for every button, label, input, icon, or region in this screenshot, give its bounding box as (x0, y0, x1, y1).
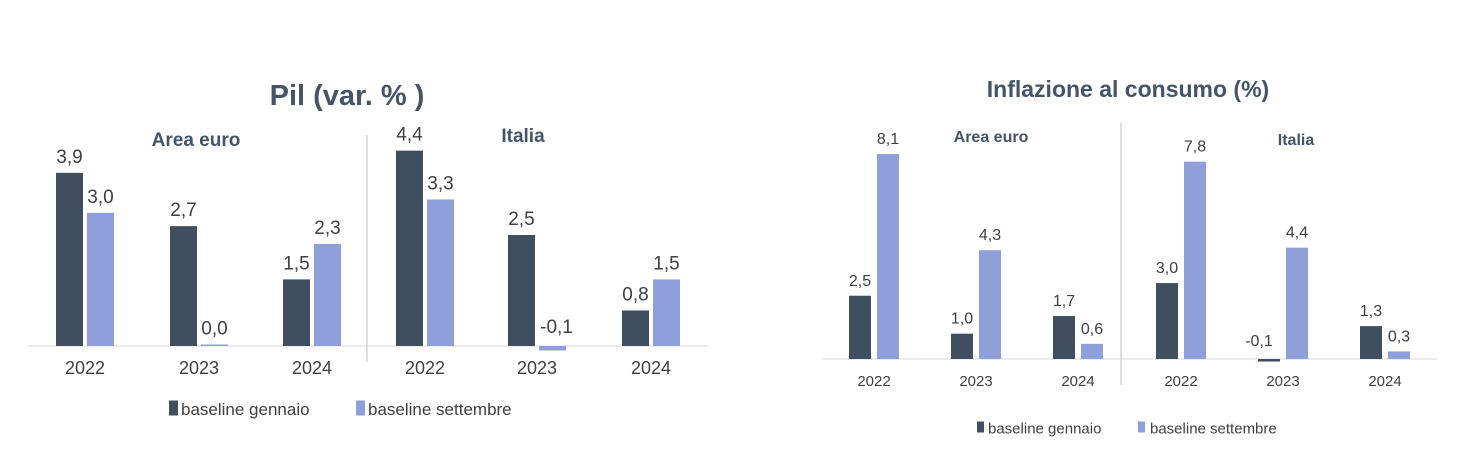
bar-gennaio (622, 310, 649, 346)
x-tick-label: 2022 (65, 358, 105, 378)
data-label: 1,5 (653, 253, 679, 274)
bar-gennaio (283, 279, 310, 346)
bar-settembre (979, 250, 1001, 359)
panel-label: Area euro (954, 129, 1029, 146)
legend-label: baseline settembre (368, 400, 512, 419)
bar-settembre (539, 346, 566, 351)
legend-label: baseline gennaio (988, 420, 1101, 437)
chart-title: Pil (var. % ) (270, 80, 425, 112)
bar-gennaio (508, 235, 535, 346)
data-label: 0,8 (622, 284, 648, 305)
x-tick-label: 2022 (1164, 373, 1197, 390)
chart-pil: Pil (var. % ) Area euro 2022 3,93,0 2023 2,7 0… (28, 80, 708, 419)
bar-gennaio (170, 226, 197, 346)
data-label: 1,3 (1360, 303, 1382, 320)
bar-gennaio (849, 295, 871, 359)
legend-label: baseline settembre (1150, 420, 1277, 437)
x-tick-label: 2024 (292, 358, 332, 378)
x-tick-label: 2023 (517, 358, 557, 378)
data-label: 3,3 (427, 173, 453, 194)
x-tick-label: 2024 (1061, 373, 1094, 390)
bar-gennaio (951, 333, 973, 359)
panel-label: Area euro (152, 130, 241, 151)
bar-settembre (877, 154, 899, 359)
bar-settembre (314, 243, 341, 346)
legend-swatch (356, 400, 365, 416)
legend-swatch (169, 400, 178, 416)
data-label: 7,8 (1184, 139, 1206, 156)
data-label: 1,5 (283, 253, 309, 274)
data-label: 2,5 (508, 209, 534, 230)
x-tick-label: 2022 (857, 373, 890, 390)
bar-gennaio (1258, 359, 1280, 362)
data-label: 4,3 (979, 227, 1001, 244)
legend-swatch (1138, 421, 1145, 433)
data-label: 0,6 (1081, 321, 1103, 338)
data-label: 2,7 (170, 200, 196, 221)
panel-label: Italia (1278, 132, 1315, 149)
data-label: 8,1 (877, 131, 899, 148)
x-tick-label: 2024 (631, 358, 671, 378)
bar-gennaio (1360, 326, 1382, 359)
x-tick-label: 2023 (959, 373, 992, 390)
panel-label: Italia (501, 126, 545, 147)
x-tick-label: 2024 (1368, 373, 1401, 390)
bar-gennaio (1156, 283, 1178, 359)
bar-settembre (1388, 351, 1410, 359)
chart-inflazione: Inflazione al consumo (%) Area euro 2022 2,… (822, 76, 1437, 437)
bar-settembre (427, 199, 454, 346)
data-label: 3,0 (87, 187, 113, 208)
data-label: 4,4 (396, 125, 423, 146)
data-label: 1,7 (1053, 293, 1075, 310)
bar-settembre (87, 212, 114, 346)
legend-swatch (977, 421, 984, 433)
bar-settembre (1081, 343, 1103, 359)
x-tick-label: 2023 (179, 358, 219, 378)
x-tick-label: 2022 (405, 358, 445, 378)
bar-settembre (1286, 247, 1308, 359)
data-label: 3,0 (1156, 260, 1178, 277)
bar-gennaio (396, 150, 423, 346)
x-tick-label: 2023 (1266, 373, 1299, 390)
bar-settembre (201, 344, 228, 346)
data-label: 0,3 (1388, 328, 1410, 345)
bar-gennaio (56, 172, 83, 346)
data-label: -0,1 (1245, 333, 1273, 350)
legend-label: baseline gennaio (181, 400, 310, 419)
data-label: -0,1 (540, 317, 573, 338)
bar-gennaio (1053, 315, 1075, 359)
data-label: 2,5 (849, 273, 871, 290)
data-label: 3,9 (56, 147, 82, 168)
data-label: 0,0 (201, 319, 227, 340)
bar-settembre (1184, 161, 1206, 359)
bar-settembre (653, 279, 680, 346)
data-label: 4,4 (1286, 225, 1308, 242)
data-label: 2,3 (314, 218, 340, 239)
chart-title: Inflazione al consumo (%) (987, 76, 1269, 102)
data-label: 1,0 (951, 311, 973, 328)
